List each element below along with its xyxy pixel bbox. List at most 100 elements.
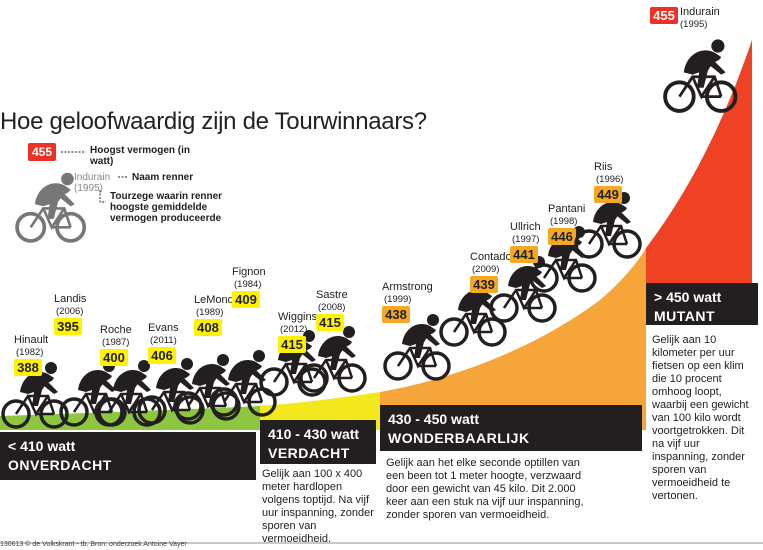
rider-name-label: Hinault bbox=[14, 334, 48, 346]
value-badge bbox=[194, 319, 222, 336]
band-unsuspected bbox=[0, 406, 260, 430]
rider-year-label: (1996) bbox=[596, 174, 623, 185]
rider-indurain: Indurain(1995) 455 bbox=[650, 6, 738, 113]
cyclist-icon bbox=[383, 314, 451, 381]
rider-armstrong: Armstrong(1999) 438 bbox=[382, 281, 451, 381]
value-label: 409 bbox=[235, 292, 257, 307]
rider-year-label: (1997) bbox=[512, 234, 539, 245]
value-label: 455 bbox=[653, 8, 675, 23]
value-badge bbox=[510, 246, 538, 263]
source-credit: 130613 © de Volkskrant - tb. Bron: onder… bbox=[0, 541, 187, 548]
value-label: 415 bbox=[281, 337, 303, 352]
category-description: Gelijk aan 10 kilometer per uur fietsen … bbox=[652, 334, 749, 502]
cyclist-icon bbox=[1, 362, 69, 429]
value-label: 438 bbox=[385, 307, 407, 322]
rider-year-label: (1984) bbox=[234, 279, 261, 290]
rider-name-label: Roche bbox=[100, 324, 132, 336]
legend-value-note: Hoogst vermogen (in watt) bbox=[90, 145, 191, 167]
value-label: 449 bbox=[597, 187, 619, 202]
rider-contador: Contador(2009) 439 bbox=[439, 251, 516, 347]
value-label: 446 bbox=[551, 229, 573, 244]
rider-name-label: Indurain bbox=[680, 6, 720, 18]
value-label: 406 bbox=[151, 348, 173, 363]
rider-riis: Riis(1996) 449 bbox=[574, 161, 642, 259]
category-unsuspected: < 410 watt ONVERDACHT bbox=[0, 432, 256, 480]
rider-evans: Evans(2011) 406 bbox=[137, 322, 205, 425]
rider-name-label: Sastre bbox=[316, 289, 348, 301]
legend-rider-name: Indurain bbox=[74, 172, 111, 183]
rider-name-label: Landis bbox=[54, 293, 87, 305]
band-mutant bbox=[646, 40, 752, 283]
rider-name-label: LeMond bbox=[194, 294, 234, 306]
value-badge bbox=[382, 306, 410, 323]
category-suspect: 410 - 430 watt VERDACHT bbox=[260, 420, 376, 464]
rider-year-label: (1998) bbox=[550, 216, 577, 227]
rider-name-label: Wiggins bbox=[278, 311, 318, 323]
cyclist-icon bbox=[574, 192, 642, 259]
cyclist-icon bbox=[15, 172, 87, 243]
rider-name-label: Pantani bbox=[548, 203, 585, 215]
value-badge bbox=[148, 347, 176, 364]
category-description: Gelijk aan het elke seconde optillen van… bbox=[386, 457, 584, 521]
value-badge bbox=[316, 314, 344, 331]
cyclist-icon bbox=[663, 39, 738, 113]
rider-year-label: (1989) bbox=[196, 307, 223, 318]
rider-name-label: Armstrong bbox=[382, 281, 433, 293]
value-label: 408 bbox=[197, 320, 219, 335]
category-label: ONVERDACHT bbox=[8, 457, 112, 473]
rider-ullrich: Ullrich(1997) 441 bbox=[489, 221, 557, 323]
rider-sastre: Sastre(2008) 415 bbox=[299, 289, 367, 393]
legend-value-badge: 455 bbox=[28, 143, 57, 161]
cyclist-icon bbox=[137, 358, 205, 425]
category-range: 430 - 450 watt bbox=[388, 411, 480, 427]
rider-name-label: Riis bbox=[594, 161, 613, 173]
rider-wiggins: Wiggins(2012) 415 bbox=[259, 311, 327, 397]
rider-year-label: (2011) bbox=[150, 335, 177, 346]
rider-year-label: (2008) bbox=[318, 302, 345, 313]
legend-year-note: Tourzege waarin renner hoogste gemiddeld… bbox=[110, 191, 223, 224]
value-label: 395 bbox=[57, 319, 79, 334]
category-label: MUTANT bbox=[654, 308, 716, 324]
rider-year-label: (2006) bbox=[56, 306, 83, 317]
cyclist-icon bbox=[299, 326, 367, 393]
rider-year-label: (1982) bbox=[16, 347, 43, 358]
page-title: Hoe geloofwaardig zijn de Tourwinnaars? bbox=[0, 108, 427, 135]
rider-name-label: Ullrich bbox=[510, 221, 541, 233]
value-badge bbox=[14, 359, 42, 376]
legend-rider-year: (1995) bbox=[74, 183, 103, 194]
value-badge bbox=[650, 7, 678, 24]
legend-cyclist-icon bbox=[15, 172, 87, 243]
rider-pantani: Pantani(1998) 446 bbox=[529, 203, 597, 293]
value-label: 441 bbox=[513, 247, 535, 262]
value-badge bbox=[470, 276, 498, 293]
rider-year-label: (1999) bbox=[384, 294, 411, 305]
value-badge bbox=[54, 318, 82, 335]
value-badge bbox=[594, 186, 622, 203]
legend-arrows bbox=[61, 151, 128, 203]
value-label: 388 bbox=[17, 360, 39, 375]
category-range: > 450 watt bbox=[654, 289, 722, 305]
band-miraculous bbox=[380, 248, 646, 430]
category-description: Gelijk aan 100 x 400 meter hardlopen vol… bbox=[262, 468, 374, 545]
value-label: 415 bbox=[319, 315, 341, 330]
rider-name-label: Contador bbox=[470, 251, 516, 263]
rider-year-label: (1995) bbox=[680, 19, 707, 30]
category-mutant: > 450 watt MUTANT bbox=[646, 283, 758, 325]
category-range: 410 - 430 watt bbox=[268, 426, 360, 442]
value-badge bbox=[100, 349, 128, 366]
value-badge bbox=[548, 228, 576, 245]
category-label: VERDACHT bbox=[268, 445, 350, 461]
category-miraculous: 430 - 450 watt WONDERBAARLIJK bbox=[380, 405, 642, 451]
legend-name-note: Naam renner bbox=[132, 172, 194, 183]
category-label: WONDERBAARLIJK bbox=[388, 430, 530, 446]
rider-hinault: Hinault(1982) 388 bbox=[1, 334, 69, 429]
rider-year-label: (1987) bbox=[102, 337, 129, 348]
value-badge bbox=[278, 336, 306, 353]
value-label: 439 bbox=[473, 277, 495, 292]
rider-year-label: (2009) bbox=[472, 264, 499, 275]
rider-lemond: LeMond(1989) 408 bbox=[173, 294, 241, 421]
rider-name-label: Fignon bbox=[232, 266, 266, 278]
rider-name-label: Evans bbox=[148, 322, 179, 334]
